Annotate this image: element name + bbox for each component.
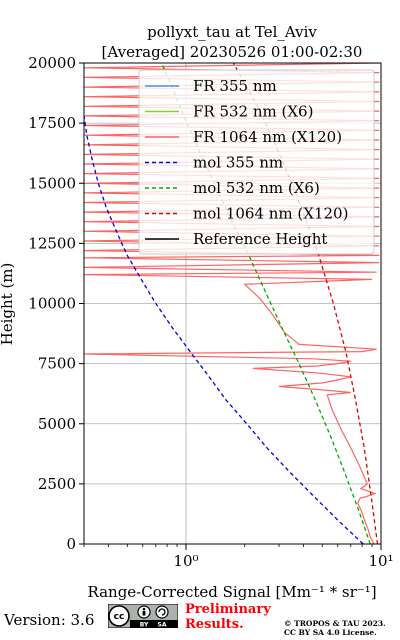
chart-title: pollyxt_tau at Tel_Aviv	[147, 23, 317, 41]
x-tick-label: 10¹	[368, 552, 393, 570]
y-tick-label: 10000	[28, 295, 76, 313]
cc-by-sa-badge: cc BY SA	[108, 604, 178, 628]
axis-ticks: 0 2500 5000 7500 10000 12500 15000 17500 20000 10…	[28, 54, 393, 570]
y-axis-label: Height (m)	[0, 263, 16, 346]
legend-label-mol-355-nm: mol 355 nm	[193, 154, 283, 172]
cc-text: cc	[114, 612, 125, 622]
y-tick-label: 2500	[38, 475, 76, 493]
legend-box	[138, 69, 375, 255]
version-label: Version: 3.6	[4, 611, 95, 629]
legend-label-reference-height: Reference Height	[193, 230, 327, 248]
sa-text: SA	[158, 622, 167, 629]
y-tick-label: 12500	[28, 234, 76, 252]
y-tick-label: 0	[66, 535, 76, 553]
legend-label-mol-532-nm-x6: mol 532 nm (X6)	[193, 179, 320, 197]
x-tick-label: 10⁰	[173, 552, 198, 570]
chart-subtitle: [Averaged] 20230526 01:00-02:30	[102, 43, 363, 61]
legend: FR 355 nm FR 532 nm (X6) FR 1064 nm (X120)…	[138, 69, 375, 255]
series-line-mol-355-nm	[84, 115, 364, 544]
legend-label-fr-355-nm: FR 355 nm	[193, 77, 277, 95]
series-line-mol-532-nm-x6	[161, 63, 371, 544]
y-tick-label: 15000	[28, 174, 76, 192]
preliminary-line-1: Preliminary	[185, 602, 271, 617]
legend-label-fr-1064-nm-x120: FR 1064 nm (X120)	[193, 128, 342, 146]
y-tick-label: 17500	[28, 114, 76, 132]
y-tick-label: 7500	[38, 355, 76, 373]
legend-label-mol-1064-nm-x120: mol 1064 nm (X120)	[193, 205, 348, 223]
sa-icon	[155, 605, 169, 619]
legend-label-fr-532-nm-x6: FR 532 nm (X6)	[193, 103, 313, 121]
copyright-notice: © TROPOS & TAU 2023. CC BY SA 4.0 Licens…	[284, 619, 386, 637]
copyright-line-2: CC BY SA 4.0 License.	[284, 628, 377, 637]
preliminary-notice: Preliminary Results.	[185, 602, 271, 632]
by-text: BY	[140, 622, 149, 629]
copyright-line-1: © TROPOS & TAU 2023.	[284, 619, 386, 628]
y-tick-label: 5000	[38, 415, 76, 433]
cc-icon	[108, 605, 130, 627]
preliminary-line-2: Results.	[185, 617, 244, 632]
y-tick-label: 20000	[28, 54, 76, 72]
x-axis-label: Range-Corrected Signal [Mm⁻¹ * sr⁻¹]	[87, 583, 376, 601]
